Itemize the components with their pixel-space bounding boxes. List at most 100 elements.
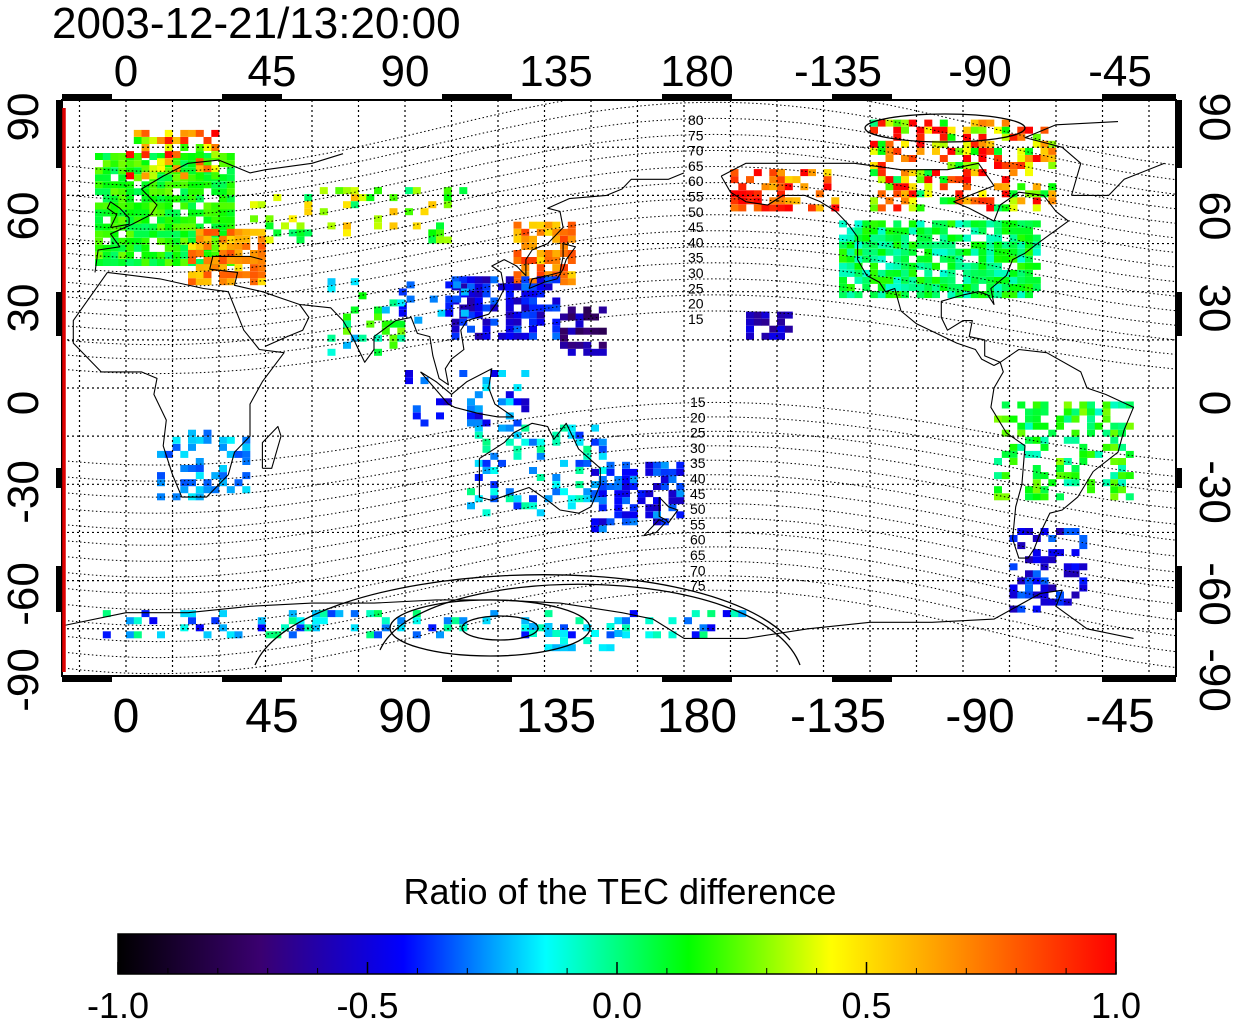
tec-cell [591,438,599,446]
contour-label-south: 25 [690,425,706,441]
tec-cell [219,624,227,632]
tec-cell [474,431,483,439]
tec-cell [986,241,995,249]
tec-cell [133,223,142,231]
tec-cell [1071,479,1080,487]
tec-cell [118,167,127,175]
tec-cell [498,283,506,291]
tec-cell [219,242,227,250]
tec-cell [133,188,142,196]
tec-cell [536,276,545,284]
tec-cell [381,327,390,335]
tec-cell [141,251,150,259]
tec-cell [1071,472,1080,480]
tec-cell [963,147,971,155]
tec-cell [118,223,127,231]
tec-cell [970,220,979,228]
axis-bar-top [62,94,112,100]
tec-cell [529,304,537,312]
tec-cell [226,202,235,210]
tec-cell [893,284,902,291]
tec-cell [319,187,328,195]
tec-cell [932,284,940,291]
tec-cell [126,181,134,189]
tec-cell [947,255,956,263]
tec-cell [211,216,220,224]
tec-cell [1063,570,1072,578]
tec-cell [854,276,863,284]
tec-cell [970,269,979,277]
tec-cell [288,229,297,237]
tec-cell [1025,269,1033,277]
tec-cell [1001,119,1010,127]
tec-cell [428,624,437,632]
tec-cell [653,511,661,519]
tec-cell [242,257,251,264]
contour-label-south: 65 [690,547,706,563]
tec-cell [583,313,592,321]
tec-cell [1017,429,1026,437]
tec-cell [901,140,909,148]
tec-cell [901,276,909,284]
tec-cell [513,325,522,333]
tec-cell [1032,493,1041,501]
tec-cell [203,235,212,243]
tec-cell [319,208,328,216]
tec-cell [505,304,514,312]
axis-bar-bottom [1102,676,1176,682]
tec-cell [412,412,421,420]
contour-line [63,149,1176,230]
tec-cell [1025,493,1033,501]
tec-cell [614,511,623,519]
tec-cell [815,190,824,198]
tec-cell [343,201,351,209]
tec-cell [95,237,103,245]
tec-cell [304,201,313,209]
tec-cell [445,309,454,317]
tec-cell [916,284,925,291]
tec-cell [521,424,530,432]
tec-cell [1001,401,1010,409]
tec-cell [598,327,607,335]
tec-cell [653,468,661,476]
tec-cell [133,137,142,144]
tec-cell [622,483,630,490]
tec-cell [668,468,677,476]
axis-bar-left [56,566,62,612]
tec-cell [575,617,584,625]
tec-cell [203,479,212,487]
tec-cell [870,126,878,134]
tec-cell [1032,155,1041,162]
tec-cell [226,188,235,196]
contour-label-south: 45 [690,486,706,502]
tec-cell [955,255,964,263]
tec-cell [885,234,894,242]
tec-cell [257,228,266,236]
contour-label-north: 40 [688,234,704,250]
tec-cell [1001,284,1010,291]
tec-cell [505,290,514,298]
axis-bar-bottom [662,676,732,682]
tec-cell [203,153,212,160]
tec-cell [552,431,561,439]
tec-cell [932,140,940,148]
tec-cell [1094,408,1103,416]
tec-cell [327,334,336,342]
contour-line [63,198,1176,273]
tec-cell [777,169,785,177]
tec-cell [885,140,894,148]
tec-cell [622,631,630,639]
tec-cell [482,283,491,291]
tec-cell [445,281,454,289]
tec-cell [606,631,615,639]
tec-cell [133,160,142,168]
tec-cell [460,309,469,317]
tec-cell [1048,147,1057,155]
tec-cell [877,284,886,291]
tec-cell [916,241,925,249]
tec-cell [1032,262,1041,270]
tec-cell [226,631,235,639]
tec-cell [257,250,266,257]
tec-cell [746,325,754,333]
tec-cell [102,223,111,231]
